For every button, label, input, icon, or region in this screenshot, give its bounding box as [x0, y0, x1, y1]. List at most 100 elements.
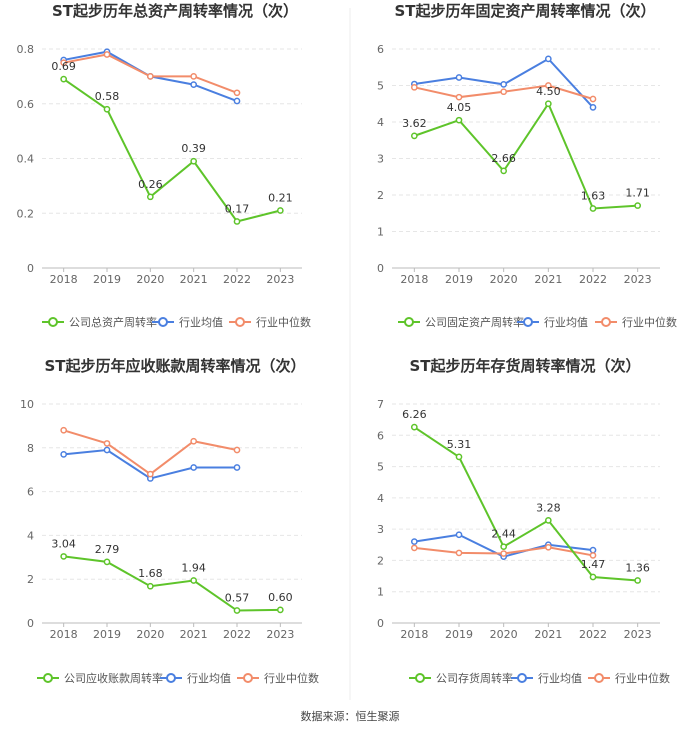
x-tick-label: 2023 — [266, 628, 294, 641]
legend-item[interactable]: 行业均值 — [160, 672, 231, 685]
data-point — [60, 451, 68, 458]
data-point — [103, 51, 111, 58]
legend-label: 行业均值 — [544, 316, 588, 329]
data-label: 5.31 — [447, 438, 472, 451]
legend-item[interactable]: 公司固定资产周转率 — [398, 315, 524, 329]
legend-marker-icon — [235, 317, 245, 327]
series-line-company — [63, 555, 281, 612]
x-tick-label: 2021 — [180, 273, 208, 286]
y-tick-label: 0.8 — [17, 43, 35, 56]
data-point — [410, 544, 418, 552]
x-tick-label: 2022 — [579, 273, 607, 286]
data-label: 0.26 — [138, 178, 163, 191]
legend-item[interactable]: 行业中位数 — [237, 671, 319, 685]
y-tick-label: 5 — [377, 461, 384, 474]
x-tick-label: 2020 — [136, 273, 164, 286]
y-tick-label: 8 — [27, 442, 34, 455]
data-label: 0.17 — [225, 202, 250, 215]
y-tick-label: 0 — [27, 617, 34, 630]
y-tick-label: 6 — [377, 43, 384, 56]
data-label: 0.58 — [95, 90, 120, 103]
chart-panel-4: ST起步历年存货周转率情况（次） 0 1 2 3 4 5 6 7 2018 2019 2020 2021… — [377, 357, 670, 685]
data-point — [634, 577, 642, 584]
x-tick-label: 2019 — [445, 628, 473, 641]
x-tick-label: 2023 — [624, 273, 652, 286]
data-label: 0.69 — [51, 60, 76, 73]
y-tick-label: 2 — [27, 573, 34, 586]
y-tick-label: 1 — [377, 226, 384, 239]
data-label: 6.26 — [402, 408, 427, 421]
data-point — [500, 88, 508, 96]
y-tick-label: 2 — [377, 189, 384, 202]
data-point — [233, 89, 241, 97]
legend-item[interactable]: 公司应收账款周转率 — [37, 671, 163, 685]
data-point — [455, 116, 463, 124]
legend-marker-icon — [243, 673, 253, 683]
x-tick-label: 2023 — [266, 273, 294, 286]
data-point — [589, 205, 597, 212]
legend-item[interactable]: 行业中位数 — [588, 671, 670, 685]
x-tick-label: 2022 — [223, 273, 251, 286]
y-tick-label: 3 — [377, 523, 384, 536]
data-point — [146, 73, 154, 80]
chart-title: ST起步历年固定资产周转率情况（次） — [394, 2, 655, 20]
data-point — [500, 543, 508, 551]
data-point — [589, 104, 597, 111]
data-point — [455, 549, 463, 557]
chart-panel-1: ST起步历年总资产周转率情况（次） 0 0.2 0.4 0.6 0.8 2018 2019 20… — [17, 2, 312, 329]
chart-title: ST起步历年总资产周转率情况（次） — [52, 2, 298, 20]
data-point — [233, 218, 241, 225]
x-tick-label: 2019 — [93, 273, 121, 286]
y-tick-label: 1 — [377, 586, 384, 599]
data-point — [103, 105, 111, 113]
legend-item[interactable]: 行业均值 — [152, 316, 223, 329]
x-tick-label: 2019 — [93, 628, 121, 641]
data-point — [276, 207, 284, 214]
legend-label: 行业中位数 — [256, 315, 311, 329]
data-point — [233, 607, 241, 614]
data-label: 4.05 — [447, 101, 472, 114]
legend-item[interactable]: 行业中位数 — [229, 315, 311, 329]
legend-marker-icon — [523, 317, 533, 327]
data-point — [60, 59, 68, 67]
data-point — [410, 538, 418, 546]
data-point — [500, 167, 508, 175]
legend-label: 公司应收账款周转率 — [64, 671, 163, 685]
x-tick-label: 2018 — [50, 273, 78, 286]
legend-label: 公司固定资产周转率 — [425, 315, 524, 329]
y-tick-label: 4 — [377, 116, 384, 129]
data-label: 2.79 — [95, 543, 120, 556]
y-tick-label: 0 — [377, 617, 384, 630]
data-label: 0.39 — [181, 142, 206, 155]
data-label: 0.21 — [268, 192, 293, 205]
y-tick-label: 10 — [20, 398, 34, 411]
x-tick-label: 2019 — [445, 273, 473, 286]
data-point — [190, 464, 198, 471]
data-point — [103, 440, 111, 447]
x-tick-label: 2018 — [400, 273, 428, 286]
data-point — [233, 446, 241, 454]
legend-item[interactable]: 公司存货周转率 — [409, 671, 513, 685]
data-point — [276, 606, 284, 614]
data-point — [190, 81, 198, 88]
legend-item[interactable]: 行业均值 — [517, 316, 588, 329]
legend-item[interactable]: 公司总资产周转率 — [42, 315, 157, 329]
data-point — [455, 93, 463, 101]
legend-item[interactable]: 行业均值 — [511, 672, 582, 685]
series-line-company — [63, 78, 281, 223]
legend-label: 行业均值 — [187, 672, 231, 685]
series-line-company — [413, 426, 638, 582]
data-point — [455, 74, 463, 81]
y-tick-label: 6 — [27, 486, 34, 499]
data-point — [589, 546, 597, 554]
y-tick-label: 4 — [377, 492, 384, 505]
legend-marker-icon — [404, 317, 414, 327]
y-tick-label: 7 — [377, 398, 384, 411]
legend-label: 行业均值 — [538, 672, 582, 685]
data-point — [103, 446, 111, 454]
chart-panel-2: ST起步历年固定资产周转率情况（次） 0 1 2 3 4 5 6 2018 2019 2020 202… — [377, 2, 677, 329]
x-tick-label: 2022 — [223, 628, 251, 641]
legend-item[interactable]: 行业中位数 — [595, 315, 677, 329]
data-label: 1.68 — [138, 567, 163, 580]
